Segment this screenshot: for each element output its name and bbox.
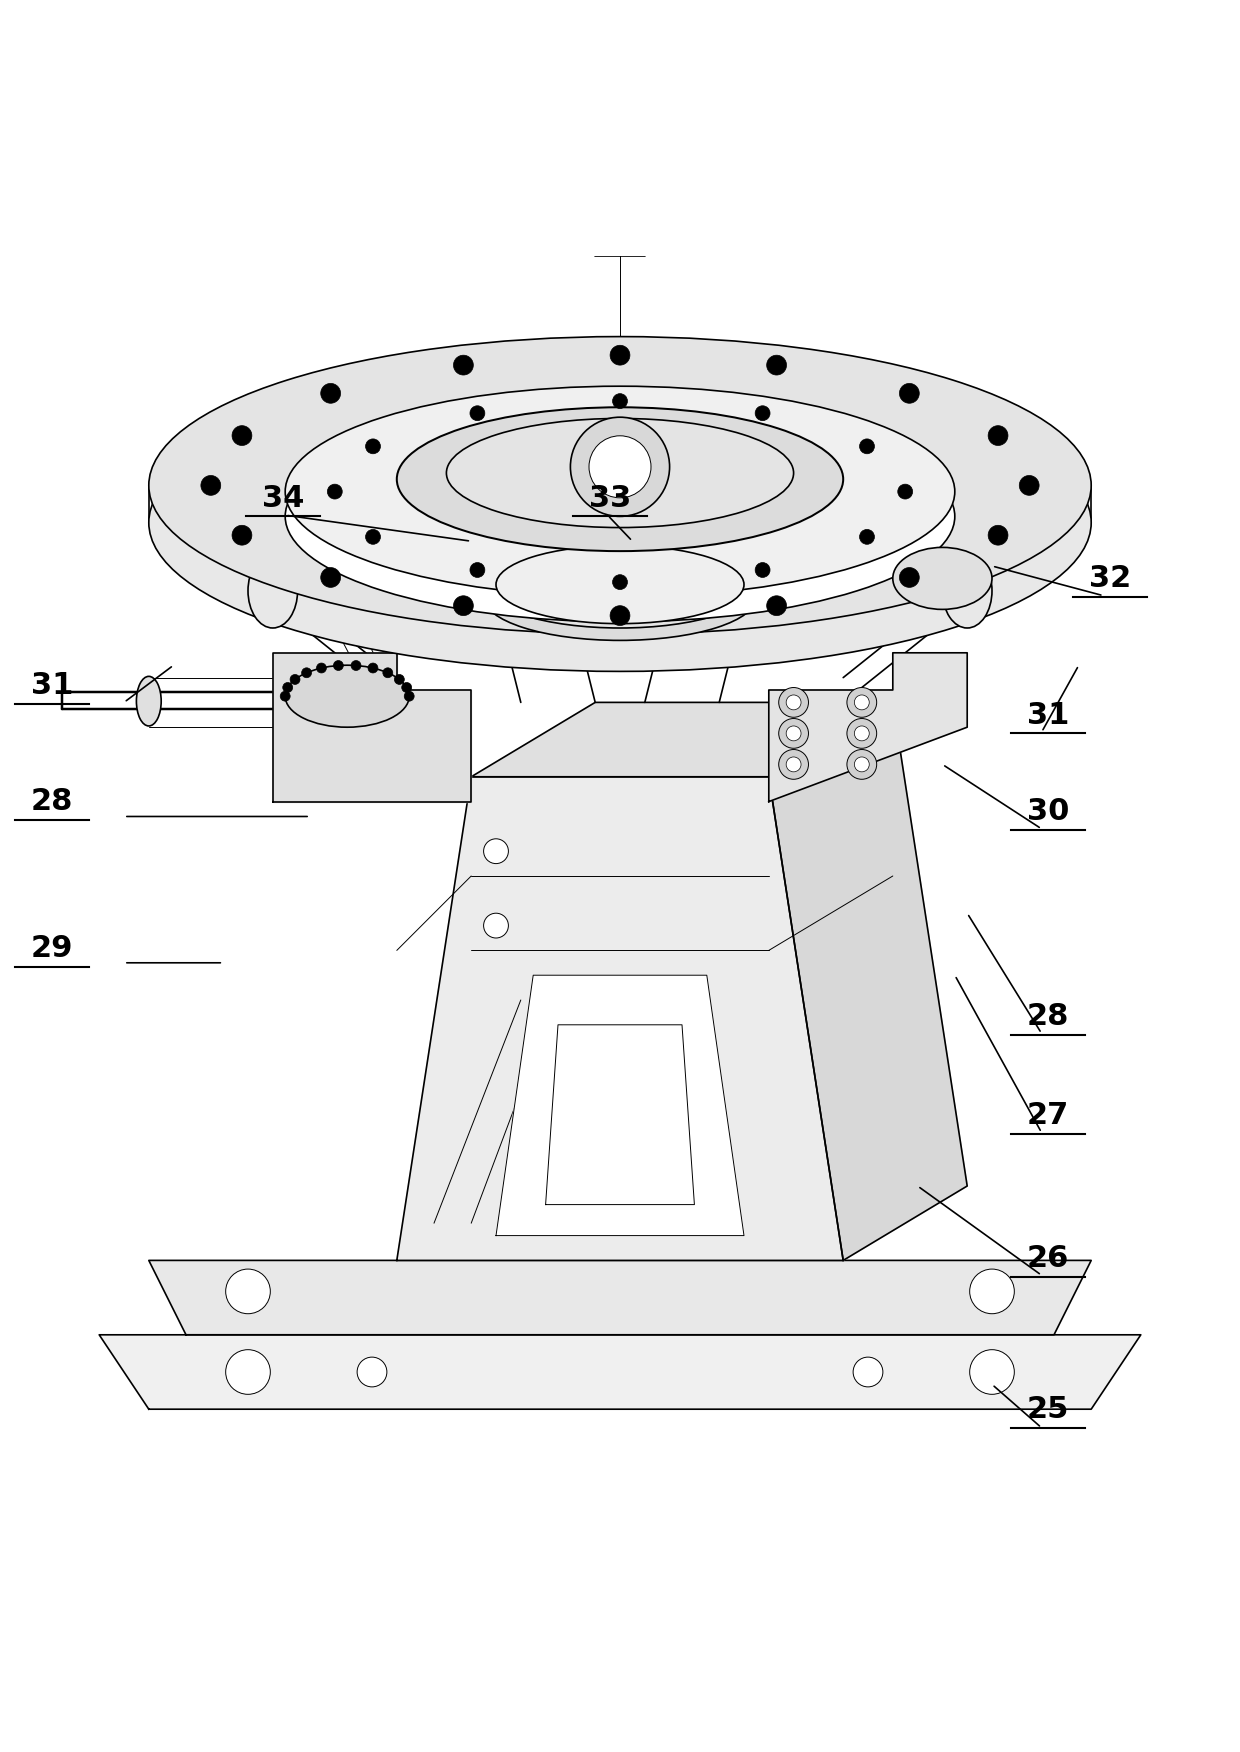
Polygon shape	[546, 1025, 694, 1205]
Ellipse shape	[942, 554, 992, 627]
Circle shape	[589, 436, 651, 498]
Ellipse shape	[285, 666, 409, 727]
Circle shape	[280, 692, 290, 701]
Circle shape	[368, 662, 378, 673]
Circle shape	[899, 568, 919, 587]
Circle shape	[786, 696, 801, 710]
Circle shape	[404, 692, 414, 701]
Circle shape	[357, 1358, 387, 1388]
Text: 29: 29	[31, 934, 73, 964]
Circle shape	[301, 668, 311, 678]
Circle shape	[854, 725, 869, 741]
Circle shape	[484, 839, 508, 864]
Ellipse shape	[446, 419, 794, 527]
Circle shape	[854, 696, 869, 710]
Circle shape	[854, 757, 869, 773]
Circle shape	[779, 750, 808, 780]
Polygon shape	[471, 703, 893, 776]
Ellipse shape	[149, 336, 1091, 634]
Ellipse shape	[149, 373, 1091, 671]
Ellipse shape	[496, 545, 744, 624]
Circle shape	[766, 356, 786, 375]
Circle shape	[859, 440, 874, 454]
Circle shape	[859, 529, 874, 545]
Circle shape	[402, 683, 412, 692]
Circle shape	[766, 596, 786, 615]
Circle shape	[988, 526, 1008, 545]
Text: 28: 28	[1027, 1002, 1069, 1030]
Circle shape	[454, 356, 474, 375]
Ellipse shape	[397, 406, 843, 552]
Ellipse shape	[484, 554, 756, 641]
Circle shape	[334, 661, 343, 671]
Circle shape	[970, 1349, 1014, 1395]
Circle shape	[610, 606, 630, 625]
Polygon shape	[149, 1260, 1091, 1335]
Circle shape	[779, 718, 808, 748]
Circle shape	[470, 562, 485, 578]
Circle shape	[847, 718, 877, 748]
Circle shape	[570, 417, 670, 517]
Circle shape	[847, 750, 877, 780]
Text: 33: 33	[589, 484, 631, 513]
Circle shape	[366, 529, 381, 545]
Circle shape	[755, 562, 770, 578]
Ellipse shape	[136, 676, 161, 725]
Circle shape	[1019, 475, 1039, 496]
Ellipse shape	[285, 385, 955, 597]
Text: 26: 26	[1027, 1244, 1069, 1272]
Circle shape	[321, 568, 341, 587]
Circle shape	[470, 406, 485, 420]
Circle shape	[755, 406, 770, 420]
Circle shape	[321, 384, 341, 403]
Circle shape	[786, 757, 801, 773]
Circle shape	[283, 683, 293, 692]
Circle shape	[290, 675, 300, 685]
Circle shape	[226, 1349, 270, 1395]
Text: 30: 30	[1027, 797, 1069, 827]
Polygon shape	[397, 776, 843, 1260]
Ellipse shape	[248, 554, 298, 627]
Circle shape	[383, 668, 393, 678]
Polygon shape	[769, 703, 967, 1260]
Circle shape	[316, 662, 326, 673]
Text: 27: 27	[1027, 1102, 1069, 1130]
Circle shape	[454, 596, 474, 615]
Ellipse shape	[285, 412, 955, 622]
Text: 34: 34	[262, 484, 304, 513]
Circle shape	[779, 687, 808, 717]
Polygon shape	[496, 976, 744, 1235]
Circle shape	[327, 484, 342, 499]
Circle shape	[366, 440, 381, 454]
Polygon shape	[273, 653, 471, 802]
Circle shape	[899, 384, 919, 403]
Circle shape	[970, 1268, 1014, 1314]
Circle shape	[853, 1358, 883, 1388]
Text: 32: 32	[1089, 564, 1131, 594]
Circle shape	[394, 675, 404, 685]
Circle shape	[232, 526, 252, 545]
Circle shape	[847, 687, 877, 717]
Circle shape	[351, 661, 361, 671]
Polygon shape	[769, 653, 967, 802]
Circle shape	[226, 1268, 270, 1314]
Text: 25: 25	[1027, 1395, 1069, 1424]
Circle shape	[898, 484, 913, 499]
Ellipse shape	[484, 541, 756, 627]
Circle shape	[484, 913, 508, 937]
Circle shape	[988, 426, 1008, 445]
Circle shape	[201, 475, 221, 496]
Circle shape	[613, 394, 627, 408]
Circle shape	[786, 725, 801, 741]
Circle shape	[613, 575, 627, 590]
Ellipse shape	[893, 547, 992, 610]
Text: 31: 31	[1027, 701, 1069, 729]
Circle shape	[232, 426, 252, 445]
Circle shape	[610, 345, 630, 364]
Text: 28: 28	[31, 787, 73, 816]
Polygon shape	[99, 1335, 1141, 1409]
Text: 31: 31	[31, 671, 73, 699]
